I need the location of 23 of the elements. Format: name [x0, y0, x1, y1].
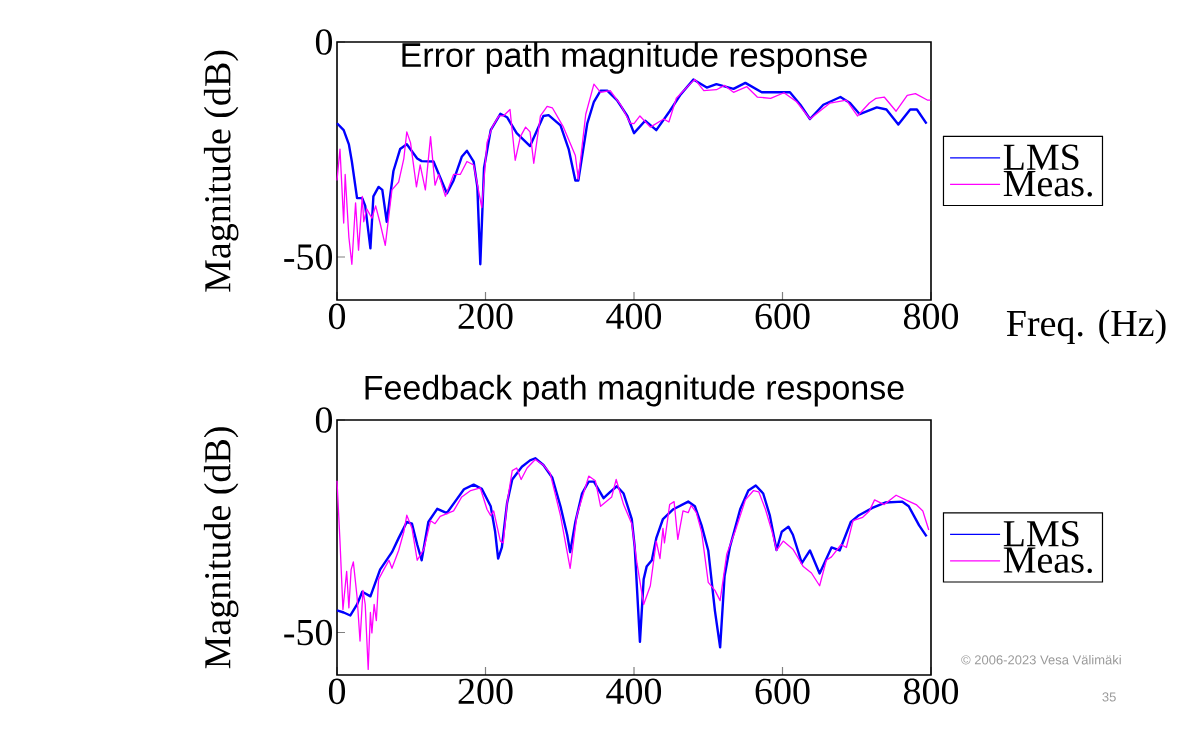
legend-label: LMS	[1003, 520, 1079, 547]
x-axis-title: Freq. (Hz)	[1006, 309, 1166, 344]
text: 35	[1102, 692, 1116, 702]
y-tick-label: 0	[315, 407, 333, 433]
x-tick-label: 400	[606, 678, 662, 705]
legend-label: Meas.	[1003, 547, 1092, 574]
chart-title: Feedback path magnitude response	[365, 374, 904, 407]
y-tick-label: -50	[284, 619, 333, 646]
x-tick-label: 400	[606, 303, 662, 330]
y-axis-title: Magnitude (dB)	[203, 427, 239, 669]
y-tick-label: -50	[284, 244, 333, 270]
legend-label: LMS	[1003, 144, 1079, 170]
y-axis-title: Magnitude (dB)	[203, 50, 239, 292]
x-tick-label: 800	[903, 303, 959, 330]
x-tick-label: 200	[458, 678, 513, 705]
x-tick-label: 600	[755, 303, 810, 330]
legend-label: Meas.	[1003, 171, 1092, 197]
x-tick-label: 800	[903, 678, 959, 705]
text: © 2006-2023 Vesa Välimäki	[961, 654, 1121, 665]
x-tick-label: 600	[755, 678, 810, 705]
y-tick-label: 0	[315, 29, 333, 55]
x-tick-label: 200	[458, 303, 513, 330]
chart-title: Error path magnitude response	[402, 42, 867, 74]
